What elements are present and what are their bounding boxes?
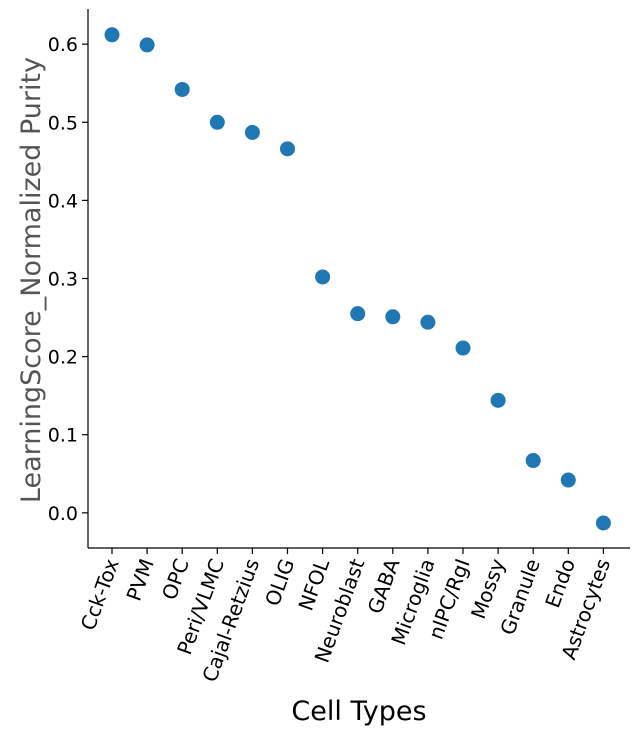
data-point xyxy=(595,515,611,531)
x-tick-label: PVM xyxy=(122,556,159,605)
data-point xyxy=(385,309,401,325)
data-point xyxy=(139,37,155,53)
data-point xyxy=(525,453,541,469)
y-tick-label: 0.2 xyxy=(48,347,78,369)
x-tick-label: Cck-Tox xyxy=(76,555,124,633)
data-point xyxy=(315,269,331,285)
data-point xyxy=(174,81,190,97)
data-point xyxy=(420,314,436,330)
data-point xyxy=(244,124,260,140)
y-tick-label: 0.5 xyxy=(48,112,78,134)
y-tick-label: 0.4 xyxy=(48,190,78,212)
data-point xyxy=(350,306,366,322)
x-tick-label: OLIG xyxy=(260,556,299,610)
y-tick-label: 0.3 xyxy=(48,269,78,291)
data-points xyxy=(104,27,611,531)
y-axis-ticks: 0.0 0.1 0.2 0.3 0.4 0.5 0.6 xyxy=(48,34,88,525)
x-axis-ticks: Cck-ToxPVMOPCPeri/VLMCCajal-RetziusOLIGN… xyxy=(76,548,615,685)
data-point xyxy=(209,114,225,130)
y-tick-label: 0.1 xyxy=(48,425,78,447)
y-axis-title: LearningScore_Normalized Purity xyxy=(16,57,47,503)
data-point xyxy=(280,141,295,157)
x-axis-title: Cell Types xyxy=(291,696,426,727)
data-point xyxy=(490,392,506,408)
data-point xyxy=(455,340,471,356)
x-tick-label: Endo xyxy=(540,556,580,611)
y-tick-label: 0.6 xyxy=(48,34,78,56)
data-point xyxy=(104,27,120,43)
x-tick-label: OPC xyxy=(157,556,194,603)
data-point xyxy=(560,472,576,488)
y-tick-label: 0.0 xyxy=(48,503,78,525)
